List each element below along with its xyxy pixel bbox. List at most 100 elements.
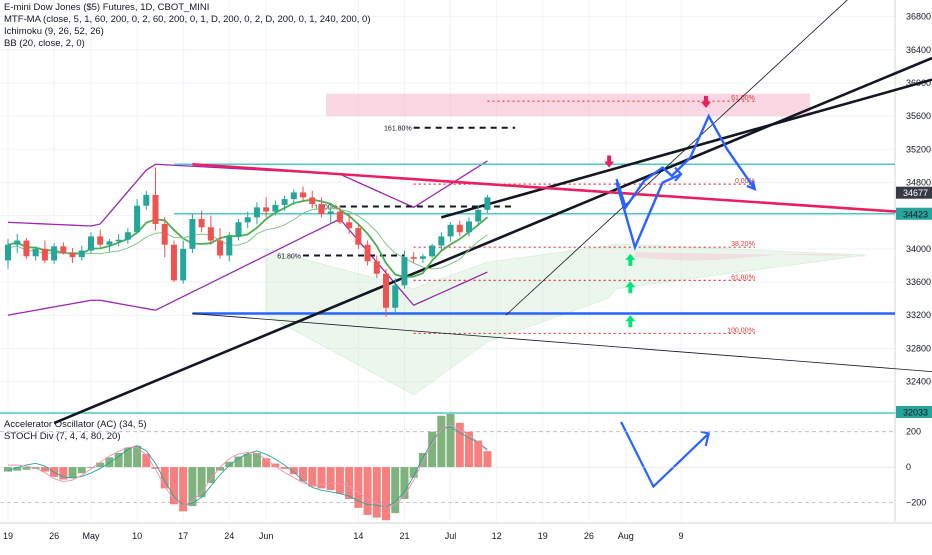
candle-body xyxy=(143,194,150,206)
ac-histogram-bar xyxy=(474,440,483,468)
resistance-zone-rect xyxy=(326,93,811,117)
chart-title: E-mini Dow Jones ($5) Futures, 1D, CBOT_… xyxy=(4,2,210,13)
ac-histogram-bar xyxy=(446,414,455,468)
candle-body xyxy=(346,222,353,229)
price-label-text: 34677 xyxy=(903,188,928,198)
ac-histogram-bar xyxy=(409,467,418,478)
ac-histogram-bar xyxy=(262,458,271,468)
projection-arrowhead xyxy=(674,166,683,182)
candle-body xyxy=(383,273,390,308)
candle-body xyxy=(327,211,334,215)
ac-histogram-bar xyxy=(382,467,391,521)
x-tick-label: 19 xyxy=(538,531,548,541)
price-label-box xyxy=(896,207,932,220)
fib-level-label: 0.00% xyxy=(735,178,755,185)
candle-body xyxy=(60,246,67,253)
candle-body xyxy=(401,257,408,286)
candle-body xyxy=(106,241,113,245)
ac-histogram-bar xyxy=(206,467,215,484)
projection-zigzag-upper xyxy=(615,113,756,211)
candle-body xyxy=(5,244,11,261)
ichimoku-cloud-area xyxy=(265,243,866,396)
x-tick-label: 9 xyxy=(679,531,684,541)
projection-zigzag-lower xyxy=(615,173,682,251)
ac-histogram-bar xyxy=(363,467,372,515)
ac-histogram-bar xyxy=(326,467,335,491)
y-tick-label: 36000 xyxy=(906,78,931,88)
bb-lower-line xyxy=(7,218,488,316)
ac-histogram-bar xyxy=(418,452,427,468)
candle-body xyxy=(161,223,168,245)
candle-body xyxy=(336,211,343,223)
candle-body xyxy=(456,224,463,233)
red-resistance-line xyxy=(192,162,932,216)
ac-title: Accelerator Oscillator (AC) (34, 5) xyxy=(4,419,147,430)
candle-body xyxy=(272,204,279,212)
ac-histogram-bar xyxy=(188,467,197,507)
ac-histogram-bar xyxy=(289,467,298,475)
ac-histogram-bar xyxy=(68,467,77,478)
candle-body xyxy=(198,218,205,228)
candles xyxy=(5,167,491,317)
x-tick-label: Aug xyxy=(618,531,634,541)
trend-lines xyxy=(53,0,932,425)
ac-histogram-bar xyxy=(86,467,95,469)
fib-level-label: 38.20% xyxy=(731,241,755,248)
y-tick-label: 36800 xyxy=(906,12,931,22)
ac-histogram-bar xyxy=(345,467,354,499)
ichimoku-cloud-bearish xyxy=(634,252,866,261)
sell-signal-arrow xyxy=(700,95,711,108)
ac-tick-label: 0 xyxy=(906,462,911,472)
ac-histogram-bar xyxy=(400,467,409,499)
buy-signal-arrow xyxy=(625,281,636,294)
candle-body xyxy=(134,205,141,233)
signal-arrows xyxy=(604,95,711,328)
candle-body xyxy=(32,248,39,257)
ac-histogram-bar xyxy=(59,467,68,480)
ac-histogram-bar xyxy=(483,451,492,468)
ma-slow-line xyxy=(7,207,488,270)
candle-body xyxy=(290,192,297,200)
candle-body xyxy=(23,240,30,257)
x-tick-label: May xyxy=(82,531,100,541)
ac-histogram-bar xyxy=(299,467,308,482)
x-tick-label: Jul xyxy=(445,531,457,541)
ac-histogram-bar xyxy=(169,467,178,505)
y-tick-label: 34000 xyxy=(906,244,931,254)
fib-level-label: 100.00% xyxy=(727,327,755,334)
sell-signal-arrow xyxy=(604,155,615,168)
candle-body xyxy=(263,207,270,212)
ac-histogram-bar xyxy=(455,422,464,468)
annotation-label: 161.80% xyxy=(384,126,412,133)
candle-body xyxy=(69,252,76,258)
candle-body xyxy=(87,236,94,251)
ac-histogram-bar xyxy=(234,456,243,468)
resistance-zone xyxy=(326,93,811,117)
ac-histogram-bar xyxy=(22,467,31,470)
candle-body xyxy=(281,199,288,205)
ac-histogram-bar xyxy=(437,415,446,468)
ac-histogram-bar xyxy=(317,467,326,489)
buy-signal-arrow xyxy=(625,315,636,328)
fib-level-label: 61.80% xyxy=(731,274,755,281)
stoch-title: STOCH Div (7, 4, 4, 80, 20) xyxy=(4,431,121,442)
x-tick-label: 17 xyxy=(178,531,188,541)
ac-histogram-bar xyxy=(179,467,188,512)
y-tick-label: 35600 xyxy=(906,111,931,121)
steep-trend-line xyxy=(505,0,848,316)
ac-projection-path xyxy=(620,421,710,489)
candle-body xyxy=(51,246,58,261)
candle-body xyxy=(97,236,104,245)
ichimoku-cloud xyxy=(265,243,866,396)
projection-arrowhead xyxy=(746,180,757,191)
y-tick-label: 34800 xyxy=(906,177,931,187)
x-tick-label: 14 xyxy=(353,531,363,541)
ac-panel xyxy=(0,414,895,521)
ac-histogram-bar xyxy=(428,431,437,468)
ac-histogram-bar xyxy=(197,467,206,498)
ac-histogram-bar xyxy=(40,467,49,472)
y-axis: 3240032800332003360034000344003480035200… xyxy=(896,12,932,508)
candle-body xyxy=(373,261,380,274)
x-tick-label: 21 xyxy=(399,531,409,541)
